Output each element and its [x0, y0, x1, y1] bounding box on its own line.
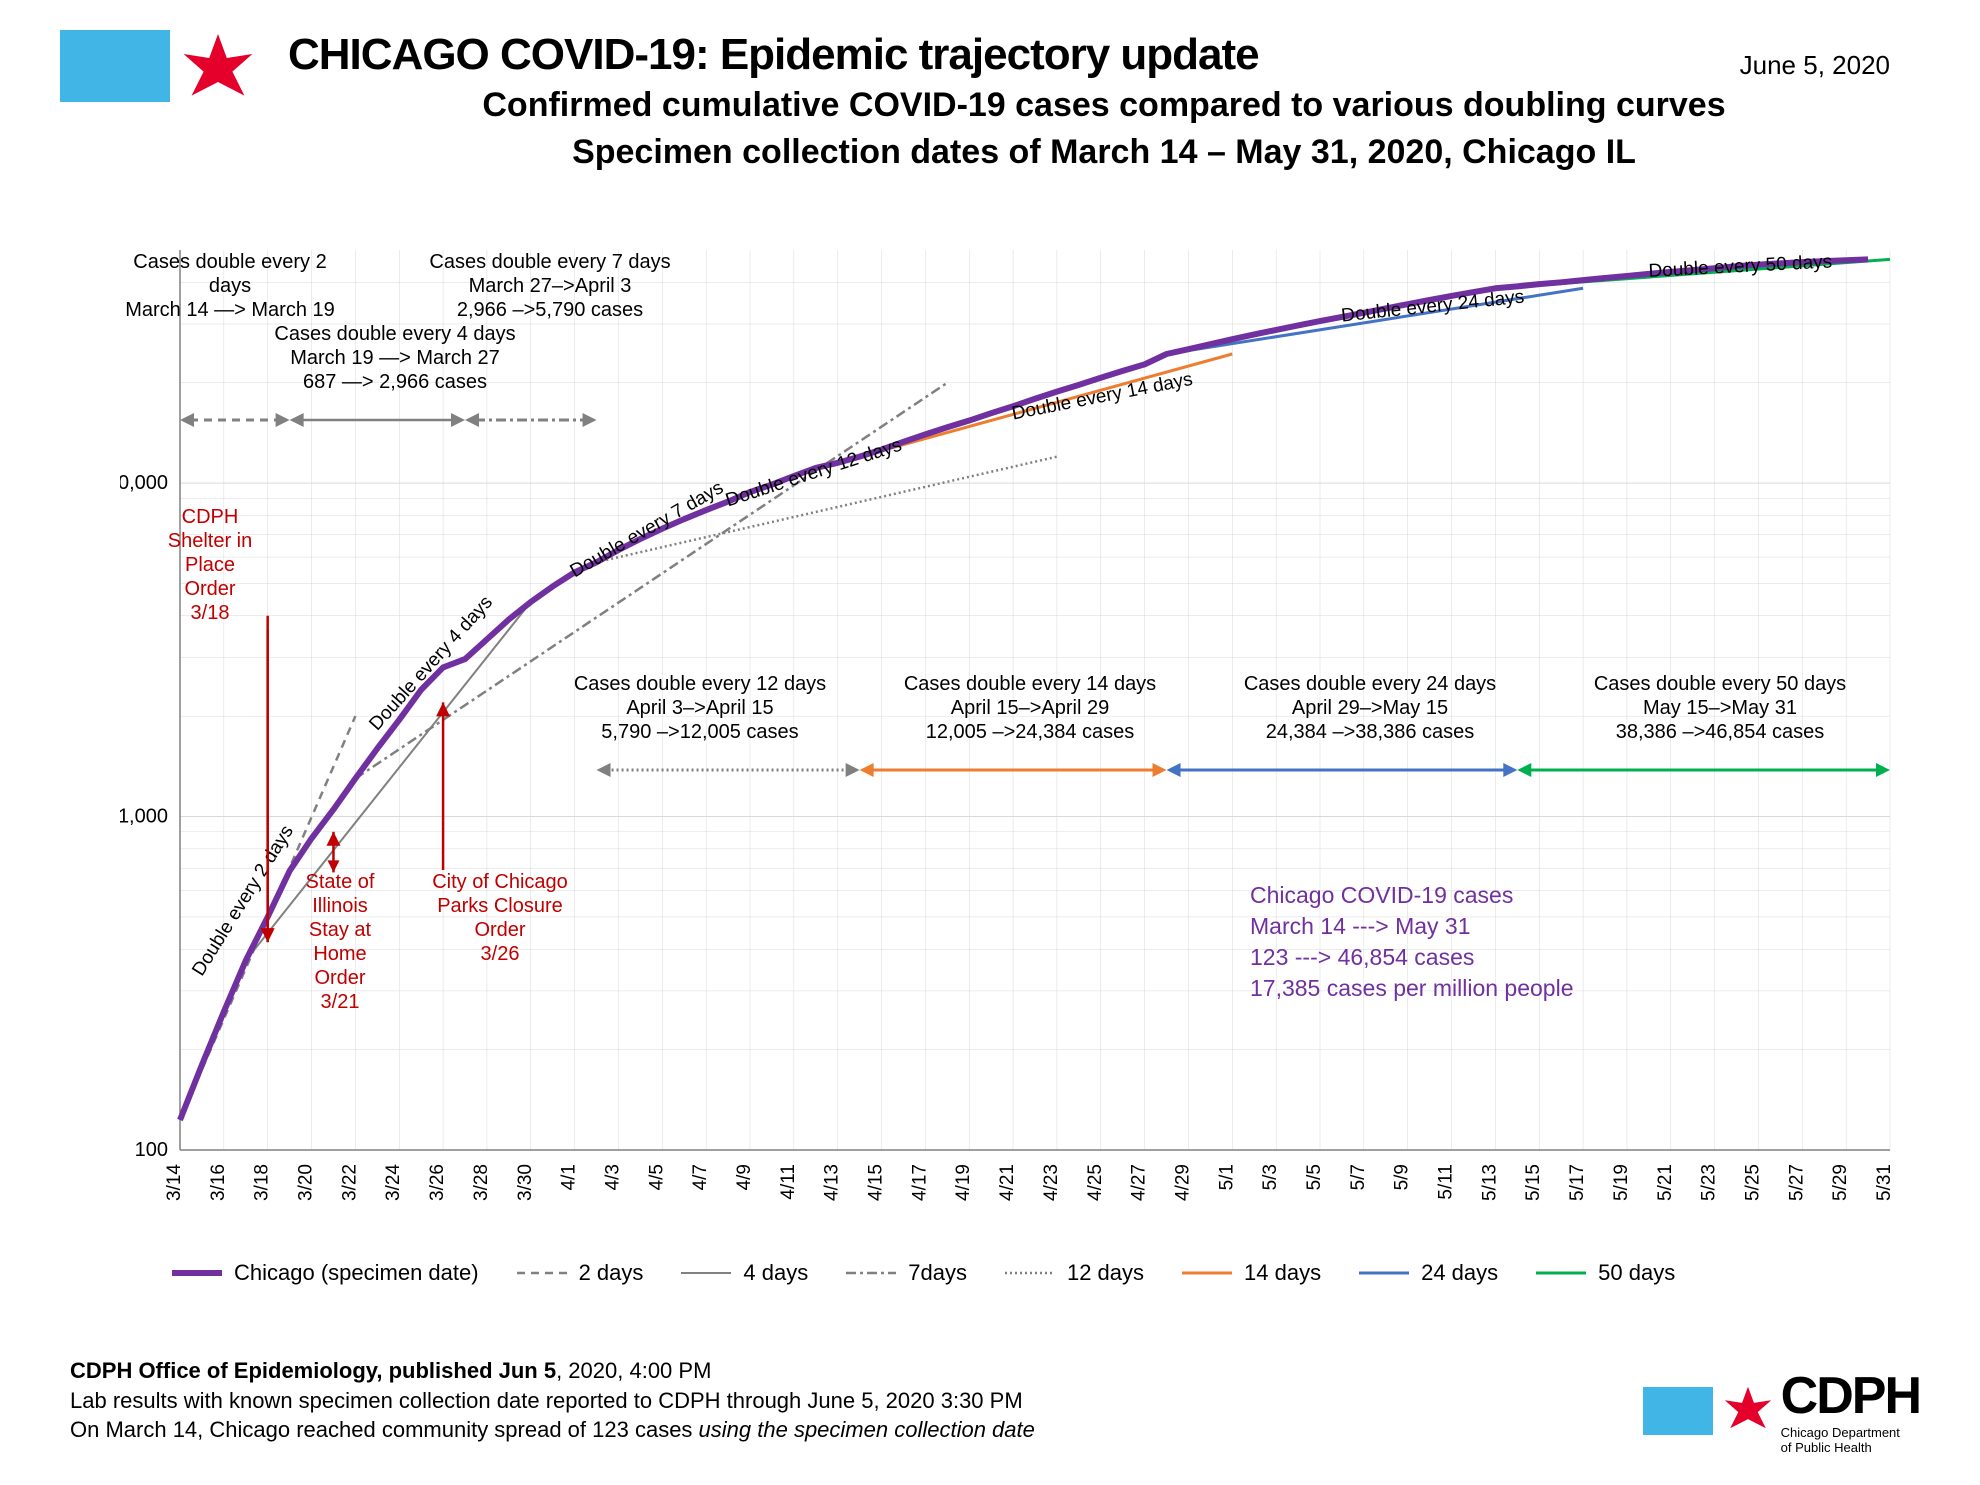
- svg-text:3/22: 3/22: [339, 1164, 360, 1201]
- event-stayhome: State ofIllinoisStay atHomeOrder3/21: [280, 870, 400, 1014]
- cdph-logo: CDPH Chicago Departmentof Public Health: [1643, 1366, 1920, 1455]
- legend-item: 7days: [844, 1260, 967, 1286]
- legend-item: 12 days: [1003, 1260, 1144, 1286]
- svg-text:3/20: 3/20: [296, 1164, 317, 1201]
- footer-line2: Lab results with known specimen collecti…: [70, 1386, 1660, 1416]
- legend-item: 4 days: [679, 1260, 808, 1286]
- report-date: June 5, 2020: [1740, 50, 1890, 81]
- svg-text:4/3: 4/3: [602, 1164, 623, 1190]
- svg-text:4/29: 4/29: [1172, 1164, 1193, 1201]
- legend-item: Chicago (specimen date): [170, 1260, 479, 1286]
- svg-text:100: 100: [135, 1139, 168, 1161]
- legend-item: 24 days: [1357, 1260, 1498, 1286]
- star-icon: [178, 30, 258, 110]
- svg-text:5/5: 5/5: [1304, 1164, 1325, 1190]
- svg-text:4/15: 4/15: [866, 1164, 887, 1201]
- svg-text:4/23: 4/23: [1041, 1164, 1062, 1201]
- anno-double-4d: Cases double every 4 daysMarch 19 —> Mar…: [245, 322, 545, 394]
- svg-text:4/7: 4/7: [690, 1164, 711, 1190]
- svg-text:5/19: 5/19: [1611, 1164, 1632, 1201]
- svg-text:4/27: 4/27: [1129, 1164, 1150, 1201]
- svg-text:5/31: 5/31: [1874, 1164, 1895, 1201]
- svg-text:5/27: 5/27: [1786, 1164, 1807, 1201]
- svg-text:Double every 50 days: Double every 50 days: [1648, 251, 1833, 282]
- svg-text:1,000: 1,000: [120, 806, 168, 828]
- svg-text:Double every 7 days: Double every 7 days: [567, 477, 728, 582]
- svg-text:3/16: 3/16: [208, 1164, 229, 1201]
- svg-text:4/25: 4/25: [1085, 1164, 1106, 1201]
- anno-double-24d: Cases double every 24 daysApril 29–>May …: [1210, 672, 1530, 744]
- svg-text:4/11: 4/11: [778, 1164, 799, 1200]
- svg-text:10,000: 10,000: [120, 472, 168, 494]
- logo-flag-block: [1643, 1387, 1713, 1435]
- svg-text:4/1: 4/1: [559, 1164, 580, 1190]
- anno-double-2d: Cases double every 2daysMarch 14 —> Marc…: [110, 250, 350, 322]
- footer-line1-bold: CDPH Office of Epidemiology, published J…: [70, 1358, 556, 1383]
- svg-text:5/7: 5/7: [1348, 1164, 1369, 1190]
- page-subtitle-1: Confirmed cumulative COVID-19 cases comp…: [288, 84, 1920, 127]
- page-subtitle-2: Specimen collection dates of March 14 – …: [288, 131, 1920, 174]
- svg-text:5/1: 5/1: [1216, 1164, 1237, 1190]
- svg-text:5/9: 5/9: [1392, 1164, 1413, 1190]
- svg-text:Double every 24 days: Double every 24 days: [1340, 286, 1525, 326]
- svg-text:4/17: 4/17: [909, 1164, 930, 1201]
- legend-item: 50 days: [1534, 1260, 1675, 1286]
- svg-text:3/30: 3/30: [515, 1164, 536, 1201]
- svg-text:5/23: 5/23: [1699, 1164, 1720, 1201]
- svg-text:4/9: 4/9: [734, 1164, 755, 1190]
- flag-blue-block: [60, 30, 170, 102]
- cdph-subtext: Chicago Departmentof Public Health: [1781, 1426, 1920, 1455]
- svg-text:3/24: 3/24: [383, 1164, 404, 1201]
- legend-item: 14 days: [1180, 1260, 1321, 1286]
- svg-text:Double every 4 days: Double every 4 days: [365, 592, 497, 735]
- footer-line3a: On March 14, Chicago reached community s…: [70, 1417, 699, 1442]
- event-parks: City of ChicagoParks ClosureOrder3/26: [400, 870, 600, 966]
- event-shelter: CDPHShelter inPlaceOrder3/18: [150, 505, 270, 625]
- svg-text:3/28: 3/28: [471, 1164, 492, 1201]
- svg-text:4/13: 4/13: [822, 1164, 843, 1201]
- svg-text:5/21: 5/21: [1655, 1164, 1676, 1201]
- svg-text:5/17: 5/17: [1567, 1164, 1588, 1201]
- svg-text:3/26: 3/26: [427, 1164, 448, 1201]
- svg-text:5/13: 5/13: [1479, 1164, 1500, 1201]
- summary-box: Chicago COVID-19 casesMarch 14 ---> May …: [1250, 880, 1750, 1004]
- svg-text:3/14: 3/14: [164, 1164, 185, 1201]
- footer-line1-rest: , 2020, 4:00 PM: [556, 1358, 711, 1383]
- svg-text:4/21: 4/21: [997, 1164, 1018, 1201]
- legend-item: 2 days: [515, 1260, 644, 1286]
- cdph-text: CDPH: [1781, 1366, 1920, 1426]
- page-title: CHICAGO COVID-19: Epidemic trajectory up…: [288, 30, 1920, 80]
- svg-text:4/19: 4/19: [953, 1164, 974, 1201]
- svg-text:5/11: 5/11: [1436, 1164, 1457, 1200]
- svg-text:Double every 12 days: Double every 12 days: [723, 435, 904, 512]
- anno-double-12d: Cases double every 12 daysApril 3–>April…: [550, 672, 850, 744]
- footer-line3b: using the specimen collection date: [699, 1417, 1035, 1442]
- anno-double-50d: Cases double every 50 daysMay 15–>May 31…: [1560, 672, 1880, 744]
- svg-text:3/18: 3/18: [252, 1164, 273, 1201]
- logo-star-icon: [1721, 1384, 1775, 1438]
- svg-text:5/3: 5/3: [1260, 1164, 1281, 1190]
- svg-text:5/15: 5/15: [1523, 1164, 1544, 1201]
- chart-legend: Chicago (specimen date) 2 days 4 days 7days…: [170, 1260, 1900, 1286]
- svg-text:5/25: 5/25: [1742, 1164, 1763, 1201]
- anno-double-7d: Cases double every 7 daysMarch 27–>April…: [400, 250, 700, 322]
- anno-double-14d: Cases double every 14 daysApril 15–>Apri…: [870, 672, 1190, 744]
- svg-text:4/5: 4/5: [646, 1164, 667, 1190]
- svg-text:5/29: 5/29: [1830, 1164, 1851, 1201]
- footer-notes: CDPH Office of Epidemiology, published J…: [70, 1356, 1660, 1445]
